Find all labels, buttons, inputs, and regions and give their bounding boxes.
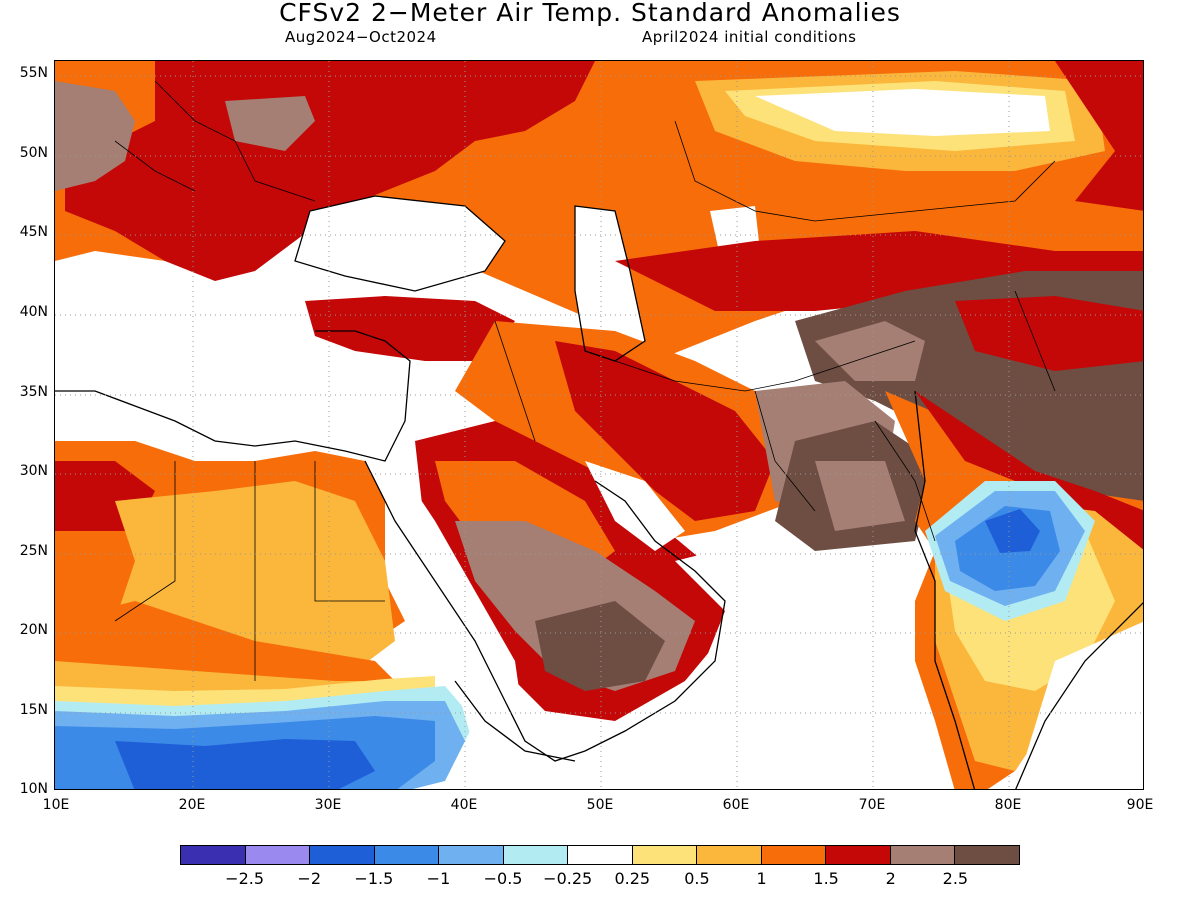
colorbar-swatch: [503, 846, 569, 864]
colorbar-label: −2: [297, 869, 322, 888]
india-dark-blue: [985, 509, 1040, 553]
colorbar-swatch: [826, 846, 891, 864]
lat-label-20n: 20N: [19, 622, 48, 638]
lon-label-40e: 40E: [450, 797, 478, 813]
colorbar-label: −1.5: [354, 869, 394, 888]
chart-title: CFSv2 2−Meter Air Temp. Standard Anomali…: [279, 0, 901, 27]
iran-red: [555, 341, 775, 521]
lat-label-50n: 50N: [19, 145, 48, 161]
colorbar-swatch: [890, 846, 956, 864]
kazakh-white: [755, 89, 1050, 136]
lon-label-90e: 90E: [1126, 797, 1154, 813]
initial-conditions: April2024 initial conditions: [642, 28, 857, 46]
europe-anomaly: [65, 61, 595, 281]
caspian-sea: [575, 206, 645, 361]
colorbar-label: 1.5: [813, 869, 839, 888]
arabian-sea: [575, 541, 935, 789]
lat-label-55n: 55N: [19, 65, 48, 81]
lat-label-10n: 10N: [19, 781, 48, 797]
colorbar-swatch: [697, 846, 762, 864]
lon-label-30e: 30E: [314, 797, 342, 813]
lon-label-10e: 10E: [42, 797, 70, 813]
lat-label-30n: 30N: [19, 463, 48, 479]
sahel-dark-blue: [115, 739, 375, 789]
anomaly-map: [54, 60, 1144, 790]
colorbar-swatch: [632, 846, 698, 864]
colorbar-label: −2.5: [225, 869, 265, 888]
colorbar-label: −1: [426, 869, 451, 888]
colorbar-label: 2: [885, 869, 896, 888]
rub-al-khali: [535, 601, 665, 691]
persian-gulf: [585, 461, 685, 551]
anomaly-field: [55, 61, 1143, 789]
lat-label-45n: 45N: [19, 224, 48, 240]
bay-of-bengal: [1015, 621, 1143, 789]
colorbar-swatch: [761, 846, 827, 864]
mongolia-red: [1055, 61, 1143, 211]
lon-label-50e: 50E: [586, 797, 614, 813]
colorbar-label: 0.5: [684, 869, 710, 888]
colorbar-swatch: [181, 846, 246, 864]
lat-label-25n: 25N: [19, 543, 48, 559]
forecast-period: Aug2024−Oct2024: [285, 28, 437, 46]
coastlines: [55, 195, 1143, 789]
lon-label-80e: 80E: [994, 797, 1022, 813]
pakistan-light-brown: [815, 461, 905, 531]
colorbar-swatch: [955, 846, 1019, 864]
colorbar-swatch: [568, 846, 633, 864]
lat-label-40n: 40N: [19, 304, 48, 320]
black-sea: [295, 196, 505, 291]
mediterranean-sea: [55, 301, 415, 461]
country-borders: [114, 80, 1056, 681]
lon-label-20e: 20E: [178, 797, 206, 813]
colorbar-label: −0.25: [543, 869, 593, 888]
lat-label-35n: 35N: [19, 384, 48, 400]
colorbar: [180, 845, 1020, 865]
colorbar-label: −0.5: [483, 869, 523, 888]
lat-label-15n: 15N: [19, 702, 48, 718]
lon-label-70e: 70E: [858, 797, 886, 813]
colorbar-swatch: [374, 846, 440, 864]
western-europe-brown: [55, 81, 135, 191]
graticule: [55, 61, 1143, 789]
lon-label-60e: 60E: [722, 797, 750, 813]
colorbar-swatch: [245, 846, 311, 864]
colorbar-swatch: [310, 846, 375, 864]
colorbar-label: 0.25: [614, 869, 651, 888]
colorbar-swatch: [439, 846, 504, 864]
ethiopia-white: [455, 681, 585, 789]
colorbar-label: 1: [756, 869, 767, 888]
colorbar-label: 2.5: [942, 869, 969, 888]
central-europe-brown: [225, 96, 315, 151]
tibet-light-brown: [815, 321, 925, 381]
turkey-red: [305, 296, 515, 361]
